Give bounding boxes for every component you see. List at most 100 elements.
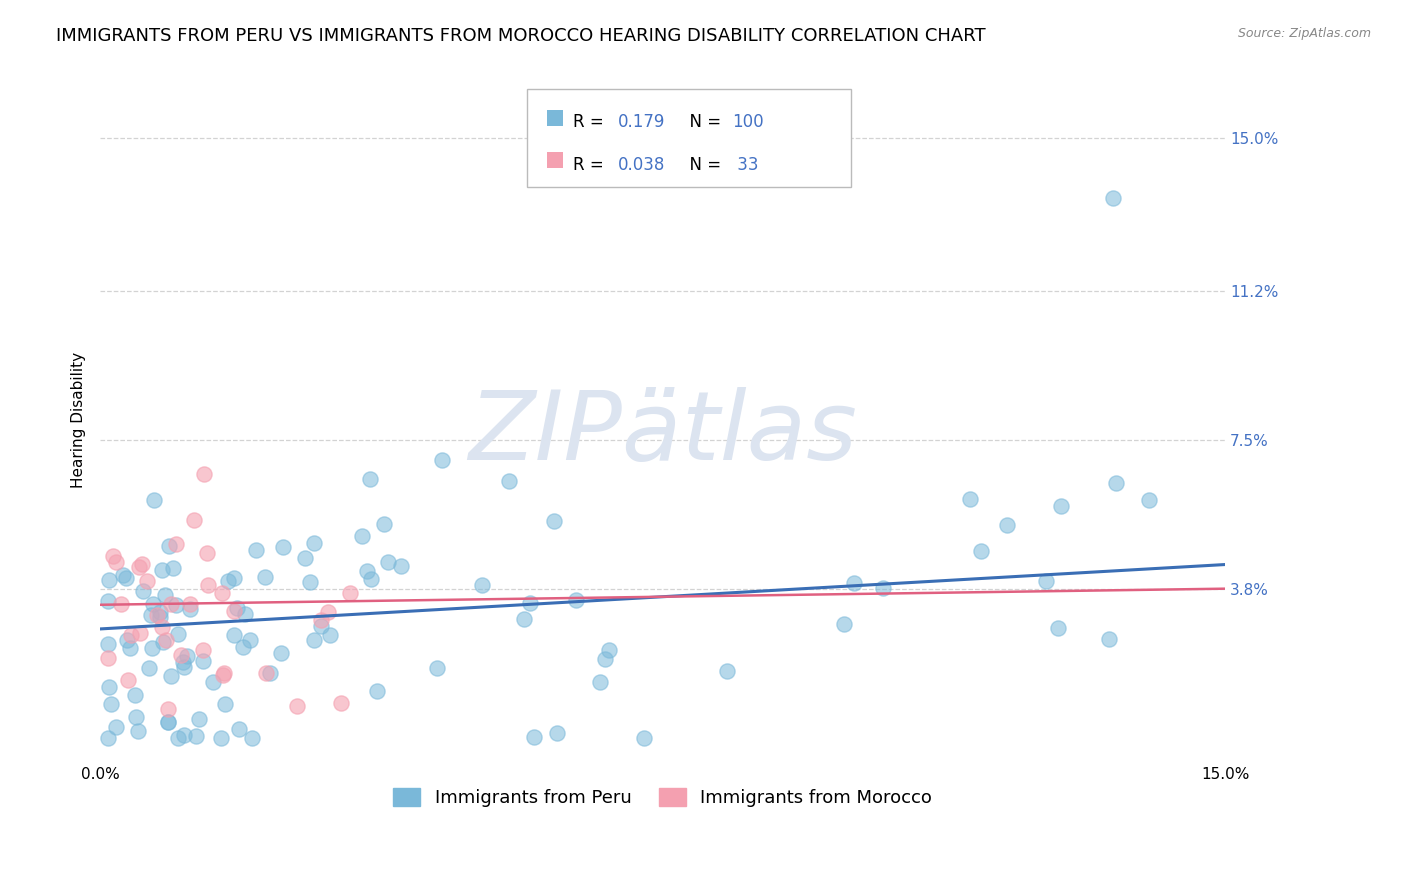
Immigrants from Peru [373, 517, 395, 532]
Immigrants from Morocco [212, 668, 235, 682]
Immigrants from Peru [153, 588, 176, 602]
Immigrants from Peru [193, 655, 215, 669]
Immigrants from Peru [546, 725, 568, 739]
Immigrants from Peru [165, 598, 187, 612]
Immigrants from Peru [366, 683, 388, 698]
Immigrants from Peru [716, 664, 738, 678]
Immigrants from Peru [209, 731, 232, 745]
Immigrants from Peru [270, 646, 292, 660]
Immigrants from Morocco [330, 696, 353, 710]
Immigrants from Peru [565, 593, 588, 607]
Immigrants from Peru [232, 640, 254, 654]
Immigrants from Peru [360, 572, 382, 586]
Immigrants from Morocco [155, 632, 177, 647]
Immigrants from Peru [141, 597, 163, 611]
Immigrants from Peru [1047, 621, 1070, 635]
Immigrants from Peru [239, 633, 262, 648]
Immigrants from Peru [97, 637, 120, 651]
Immigrants from Morocco [193, 467, 215, 482]
Immigrants from Peru [115, 632, 138, 647]
Immigrants from Peru [156, 715, 179, 730]
Immigrants from Peru [302, 536, 325, 550]
Immigrants from Peru [228, 723, 250, 737]
Immigrants from Morocco [211, 586, 233, 600]
Immigrants from Peru [997, 517, 1019, 532]
Immigrants from Morocco [131, 557, 153, 571]
Immigrants from Peru [141, 608, 163, 623]
Immigrants from Peru [225, 601, 247, 615]
Immigrants from Peru [377, 555, 399, 569]
Immigrants from Peru [127, 724, 149, 739]
Immigrants from Peru [131, 583, 153, 598]
Immigrants from Peru [1097, 632, 1119, 646]
Immigrants from Peru [97, 731, 120, 745]
Immigrants from Morocco [117, 673, 139, 687]
Immigrants from Morocco [170, 648, 193, 662]
Immigrants from Peru [426, 661, 449, 675]
Immigrants from Peru [118, 640, 141, 655]
Immigrants from Peru [1035, 574, 1057, 589]
Immigrants from Morocco [128, 560, 150, 574]
Immigrants from Peru [233, 607, 256, 622]
Immigrants from Peru [176, 649, 198, 664]
Immigrants from Peru [350, 528, 373, 542]
Immigrants from Peru [959, 491, 981, 506]
Immigrants from Peru [519, 596, 541, 610]
Text: 100: 100 [733, 113, 763, 131]
Immigrants from Peru [969, 544, 991, 558]
Immigrants from Peru [149, 610, 172, 624]
Immigrants from Peru [143, 492, 166, 507]
Immigrants from Peru [273, 541, 295, 555]
Immigrants from Peru [97, 593, 120, 607]
Immigrants from Morocco [110, 597, 132, 611]
Immigrants from Peru [184, 729, 207, 743]
Immigrants from Peru [138, 661, 160, 675]
Immigrants from Peru [359, 472, 381, 486]
Immigrants from Peru [173, 729, 195, 743]
Text: 33: 33 [733, 156, 758, 174]
Immigrants from Morocco [222, 604, 245, 618]
Immigrants from Morocco [254, 666, 277, 681]
Immigrants from Peru [224, 571, 246, 585]
Immigrants from Peru [319, 627, 342, 641]
Immigrants from Peru [471, 578, 494, 592]
Immigrants from Peru [167, 731, 190, 745]
Immigrants from Peru [162, 560, 184, 574]
Immigrants from Peru [111, 567, 134, 582]
Text: Source: ZipAtlas.com: Source: ZipAtlas.com [1237, 27, 1371, 40]
Immigrants from Morocco [157, 702, 180, 716]
Immigrants from Peru [294, 551, 316, 566]
Immigrants from Peru [188, 712, 211, 726]
Immigrants from Morocco [129, 626, 152, 640]
Immigrants from Peru [98, 573, 121, 587]
Immigrants from Peru [1101, 191, 1123, 205]
Immigrants from Morocco [120, 627, 142, 641]
Immigrants from Morocco [150, 620, 173, 634]
Immigrants from Peru [173, 660, 195, 674]
Text: N =: N = [679, 156, 725, 174]
Immigrants from Morocco [316, 605, 339, 619]
Text: N =: N = [679, 113, 725, 131]
Immigrants from Peru [141, 640, 163, 655]
Immigrants from Morocco [309, 613, 332, 627]
Immigrants from Peru [1105, 476, 1128, 491]
Immigrants from Morocco [285, 698, 308, 713]
Immigrants from Morocco [197, 546, 219, 560]
Immigrants from Peru [217, 574, 239, 588]
Immigrants from Peru [430, 453, 453, 467]
Immigrants from Peru [245, 543, 267, 558]
Immigrants from Peru [389, 558, 412, 573]
Immigrants from Peru [157, 539, 180, 553]
Immigrants from Peru [167, 626, 190, 640]
Immigrants from Morocco [145, 608, 167, 623]
Immigrants from Peru [543, 514, 565, 528]
Immigrants from Peru [522, 730, 544, 744]
Immigrants from Peru [202, 675, 225, 690]
Immigrants from Morocco [191, 643, 214, 657]
Immigrants from Peru [513, 612, 536, 626]
Immigrants from Peru [97, 681, 120, 695]
Immigrants from Peru [152, 635, 174, 649]
Text: ZIPätlas: ZIPätlas [468, 387, 858, 480]
Immigrants from Morocco [103, 549, 125, 563]
Immigrants from Peru [149, 605, 172, 619]
